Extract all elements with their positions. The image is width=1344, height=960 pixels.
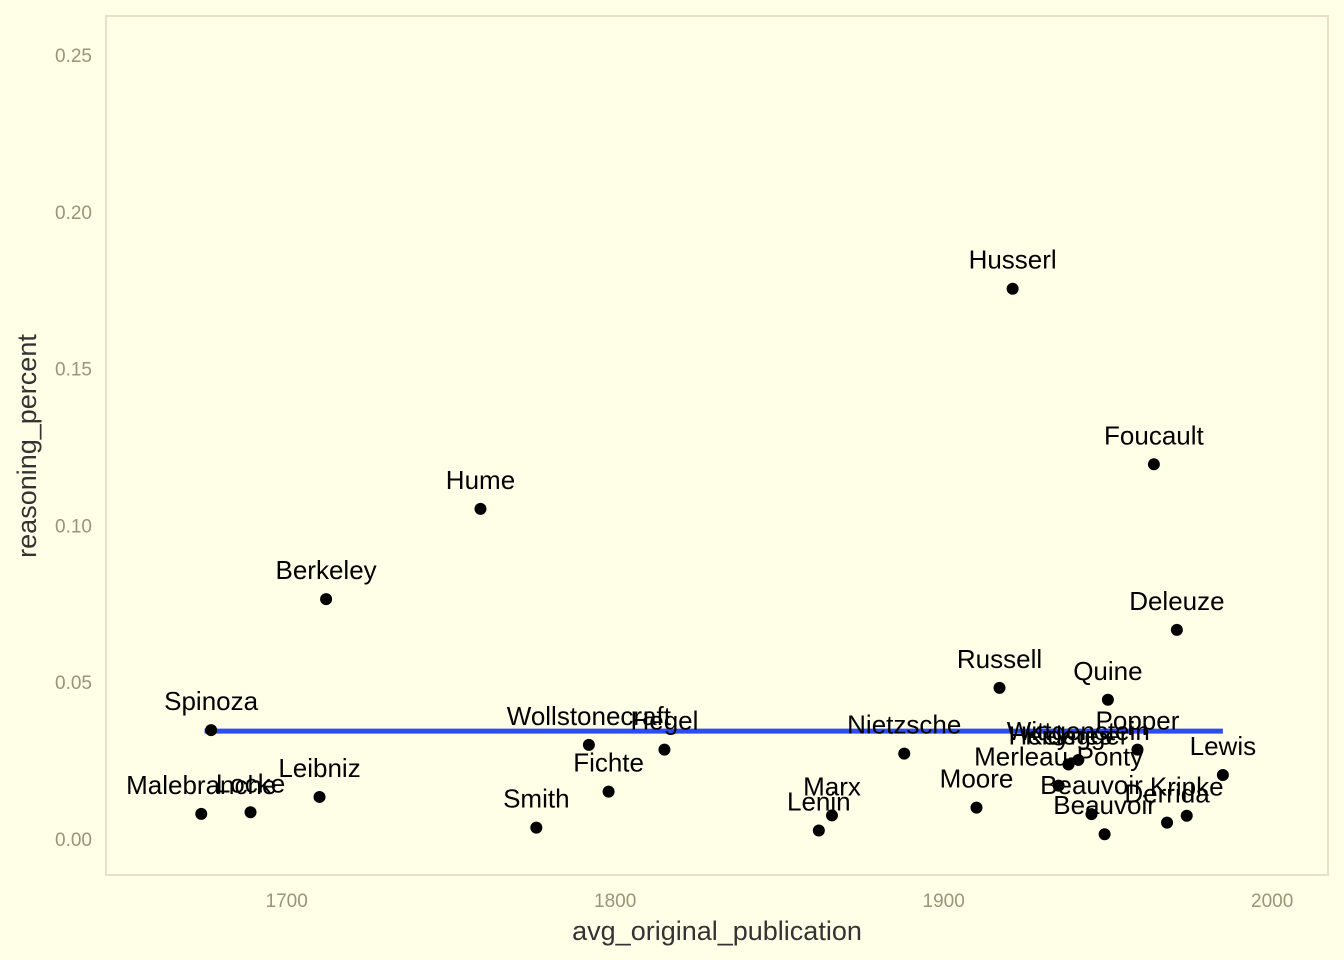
data-point [320,593,333,606]
data-points [195,282,1229,841]
data-point [582,738,595,751]
data-point [825,809,838,822]
y-axis-title: reasoning_percent [12,334,42,558]
data-point [812,824,825,837]
point-label: Kripke [1150,772,1224,802]
point-label: Fichte [573,748,644,778]
data-point [244,806,257,819]
point-label: Berkeley [276,555,377,585]
data-point [205,724,218,737]
data-point [1085,808,1098,821]
data-point [1161,816,1174,829]
x-tick-label: 2000 [1251,891,1293,912]
point-label: Wollstonecraft [507,701,672,731]
point-label: Wittgenstein [1007,716,1150,746]
data-point [313,790,326,803]
data-point [1062,758,1075,771]
data-point [1216,768,1229,781]
y-tick-label: 0.10 [55,516,92,537]
x-tick-label: 1900 [923,891,965,912]
point-label: Merleau-Ponty [974,742,1143,772]
data-point [1101,693,1114,706]
y-tick-label: 0.00 [55,830,92,851]
point-label: Quine [1073,656,1142,686]
y-tick-label: 0.25 [55,46,92,67]
y-tick-label: 0.20 [55,203,92,224]
y-tick-label: 0.05 [55,673,92,694]
x-tick-labels: 1700 1800 1900 2000 [266,891,1294,912]
point-label: Lenin [787,786,851,816]
point-label: Keynes [1025,720,1112,750]
data-point [602,785,615,798]
point-label: Moore [940,764,1014,794]
point-label: Russell [957,644,1042,674]
point-label: Heidegger [1008,720,1128,750]
point-label: Malebranche [126,770,276,800]
data-point [1006,282,1019,295]
data-point [195,807,208,820]
data-point [530,821,543,834]
point-label: Locke [216,768,285,798]
x-tick-label: 1700 [266,891,308,912]
point-label: Lewis [1190,731,1256,761]
point-label: Leibniz [278,753,360,783]
y-tick-labels: 0.00 0.05 0.10 0.15 0.20 0.25 [55,46,92,851]
data-point [658,743,671,756]
data-point [1147,458,1160,471]
data-point [1072,753,1085,766]
x-tick-label: 1800 [594,891,636,912]
data-point [1052,779,1065,792]
point-label: Beauvoir [1040,770,1143,800]
point-label: Smith [503,784,569,814]
point-label: Foucault [1104,420,1204,450]
data-point [474,502,487,515]
data-point [993,681,1006,694]
point-label: Hegel [630,706,698,736]
data-point [1131,743,1144,756]
data-point [970,801,983,814]
data-point [1180,809,1193,822]
point-label: Marx [803,771,861,801]
point-label: Nietzsche [847,710,961,740]
point-label: Husserl [969,245,1057,275]
point-label: Beauvoir [1053,790,1156,820]
x-axis-title: avg_original_publication [572,916,862,946]
point-label: Deleuze [1129,586,1224,616]
point-label: Popper [1096,706,1180,736]
y-tick-label: 0.15 [55,360,92,381]
point-label: Hume [446,465,515,495]
data-point [1098,828,1111,841]
data-point [898,747,911,760]
point-label: Spinoza [164,686,258,716]
point-label: Derrida [1124,779,1210,809]
data-point [1170,623,1183,636]
